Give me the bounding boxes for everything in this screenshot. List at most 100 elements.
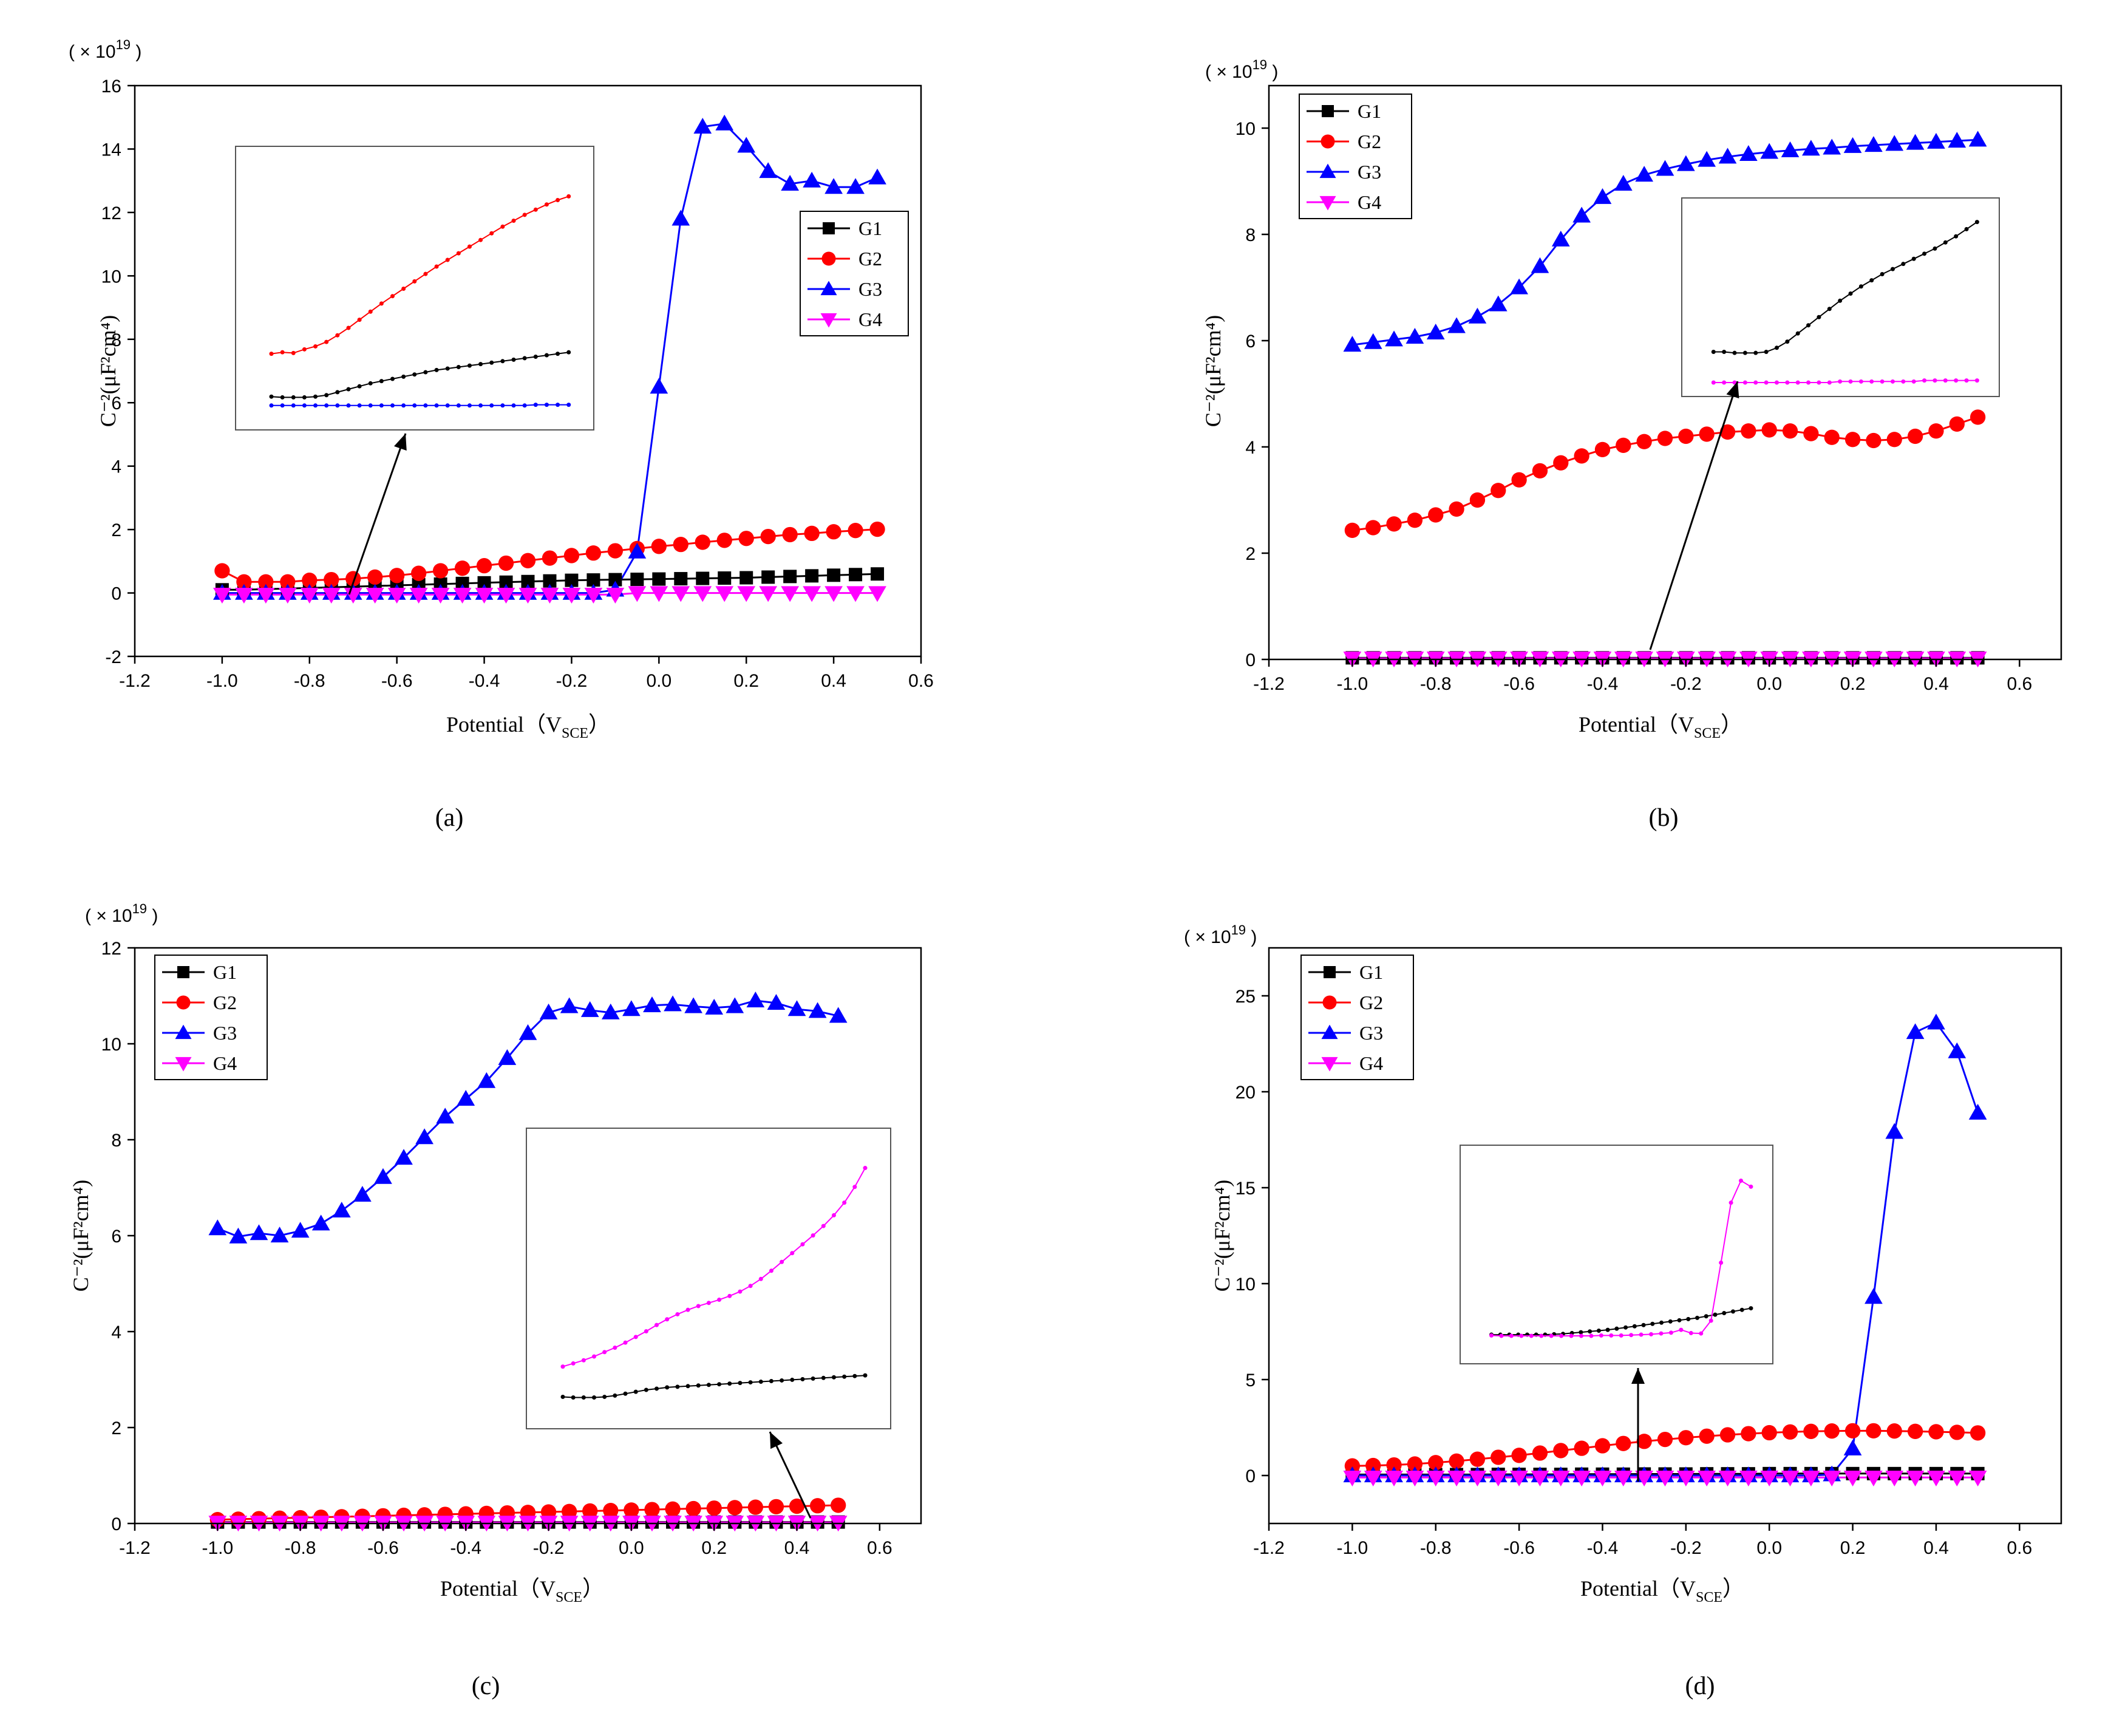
- x-tick-label: 0.6: [908, 671, 934, 691]
- data-point-g2: [1449, 1453, 1464, 1469]
- data-point-g2: [1553, 455, 1569, 471]
- inset-point-g4: [1742, 380, 1747, 385]
- inset-point-g2: [280, 350, 285, 355]
- data-point-g1: [608, 573, 622, 587]
- data-point-g2: [1386, 516, 1402, 532]
- inset-point-g4: [644, 1329, 648, 1333]
- x-tick-label: -0.2: [533, 1538, 565, 1558]
- inset-point-g1: [717, 1382, 722, 1387]
- y-tick-label: 0: [1245, 650, 1256, 670]
- data-point-g2: [789, 1498, 805, 1514]
- inset-point-g2: [335, 333, 340, 338]
- inset-point-g1: [291, 395, 296, 400]
- data-point-g2: [1574, 1440, 1589, 1456]
- data-point-g2: [695, 534, 710, 550]
- data-point-g4: [1885, 1471, 1904, 1487]
- data-point-g2: [236, 574, 252, 590]
- inset-point-g2: [401, 287, 406, 291]
- data-point-g2: [1782, 1424, 1798, 1440]
- inset-point-g1: [1911, 256, 1916, 261]
- data-point-g2: [582, 1503, 598, 1519]
- legend-marker-g2: [176, 995, 191, 1010]
- data-point-g4: [606, 588, 625, 604]
- data-point-g3: [1823, 138, 1841, 155]
- inset-point-g1: [675, 1384, 680, 1389]
- inset-point-g4: [1890, 379, 1895, 384]
- data-point-g3: [803, 171, 821, 188]
- data-point-g2: [1594, 441, 1611, 458]
- inset-point-g1: [1764, 349, 1769, 354]
- inset-point-g1: [1933, 246, 1937, 251]
- data-point-g4: [803, 586, 821, 602]
- data-point-g3: [684, 997, 702, 1013]
- x-tick-label: -0.4: [450, 1538, 481, 1558]
- inset-point-g4: [1911, 379, 1916, 384]
- data-point-g3: [1572, 206, 1591, 223]
- data-point-g1: [849, 568, 863, 582]
- inset-point-g1: [1623, 1325, 1628, 1330]
- inset-point-g4: [1729, 1200, 1733, 1205]
- inset-point-g1: [1588, 1329, 1593, 1334]
- y-tick-label: 4: [111, 1322, 121, 1343]
- inset-point-g1: [790, 1377, 795, 1382]
- inset-point-g1: [1749, 1306, 1753, 1311]
- data-point-g3: [759, 162, 778, 179]
- data-point-g3: [1343, 336, 1362, 352]
- data-point-g1: [499, 575, 513, 589]
- data-point-g3: [787, 1000, 806, 1016]
- inset-point-g1: [685, 1384, 690, 1389]
- data-point-g4: [1739, 1471, 1758, 1487]
- inset-point-g4: [1739, 1178, 1744, 1183]
- data-point-g3: [518, 1024, 537, 1040]
- data-point-g4: [1698, 1471, 1716, 1487]
- data-point-g2: [738, 531, 754, 546]
- data-point-g2: [1866, 432, 1882, 449]
- data-point-g2: [1699, 426, 1715, 442]
- inset-point-g1: [269, 394, 274, 399]
- inset-point-g1: [1753, 350, 1758, 355]
- inset-point-g1: [1730, 1309, 1735, 1314]
- inset-point-g1: [1742, 350, 1747, 355]
- data-point-g4: [628, 586, 647, 602]
- x-tick-label: -1.0: [206, 671, 238, 691]
- panel-caption: (b): [1649, 804, 1679, 832]
- data-point-g2: [651, 539, 667, 554]
- data-point-g2: [1844, 432, 1861, 448]
- data-point-g2: [432, 563, 449, 579]
- y-tick-label: 6: [111, 393, 121, 414]
- legend-marker-g1: [823, 222, 835, 234]
- data-point-g2: [1511, 472, 1527, 488]
- inset-point-g1: [1954, 234, 1959, 239]
- data-point-g4: [824, 586, 843, 602]
- data-point-g1: [565, 573, 579, 587]
- data-point-g3: [1968, 131, 1987, 147]
- data-point-g3: [270, 1227, 289, 1243]
- inset-point-g1: [1922, 251, 1927, 256]
- inset-point-g3: [401, 403, 406, 408]
- data-point-g1: [521, 574, 535, 588]
- inset-point-g1: [821, 1375, 826, 1380]
- data-point-g2: [768, 1499, 784, 1515]
- data-point-g3: [498, 1049, 517, 1065]
- inset-point-g4: [1668, 1330, 1673, 1335]
- inset-point-g1: [1890, 267, 1895, 271]
- data-point-g1: [805, 569, 819, 583]
- data-point-g2: [585, 545, 602, 561]
- y-tick-label: 16: [101, 77, 121, 97]
- y-tick-label: 0: [111, 1514, 121, 1534]
- data-point-g3: [457, 1090, 475, 1106]
- data-point-g4: [1823, 1471, 1841, 1487]
- inset-point-g4: [560, 1364, 565, 1369]
- x-tick-label: -1.0: [202, 1538, 233, 1558]
- inset-point-g1: [592, 1395, 597, 1400]
- inset-point-g1: [863, 1373, 868, 1378]
- inset-point-g4: [665, 1317, 670, 1322]
- data-point-g3: [643, 996, 661, 1012]
- inset-point-g4: [1974, 378, 1979, 383]
- x-tick-label: -0.8: [1420, 674, 1452, 694]
- chart-panel-3: -1.2 -1.0 -0.8 -0.6 -0.4 -0.2 0.0 0.2 0.4 0.6 0 2 4 6…: [69, 901, 922, 1700]
- data-point-g3: [332, 1202, 351, 1218]
- data-point-g4: [300, 588, 319, 604]
- data-point-g3: [1676, 155, 1695, 171]
- inset-point-g3: [500, 403, 505, 408]
